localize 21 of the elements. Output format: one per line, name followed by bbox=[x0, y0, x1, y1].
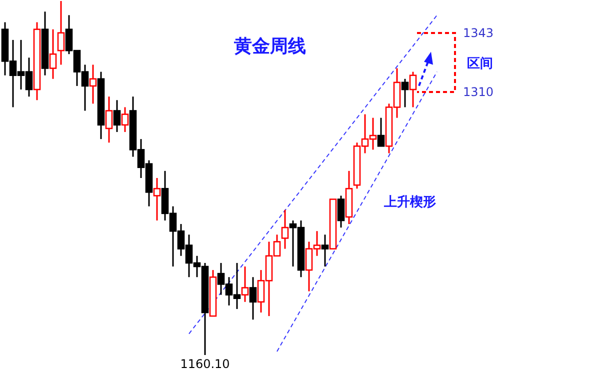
candlestick bbox=[401, 78, 409, 108]
candlestick bbox=[249, 276, 257, 320]
text: 1310 bbox=[463, 85, 494, 100]
candlestick bbox=[121, 106, 129, 133]
candlestick bbox=[153, 177, 161, 222]
candlestick bbox=[281, 209, 289, 250]
candlestick bbox=[113, 99, 121, 133]
candlestick bbox=[409, 71, 417, 108]
candlestick bbox=[241, 266, 249, 303]
candlestick bbox=[377, 117, 385, 147]
candlestick bbox=[337, 194, 345, 228]
text: 1343 bbox=[463, 26, 494, 40]
annotation: 上升楔形 bbox=[383, 194, 436, 210]
text: 黄金周线 bbox=[233, 36, 306, 57]
text: 1160.10 bbox=[180, 357, 230, 370]
candlestick bbox=[105, 96, 113, 144]
candlestick bbox=[89, 64, 97, 104]
candlestick bbox=[57, 0, 65, 66]
candlestick bbox=[49, 28, 57, 80]
text: 区间 bbox=[467, 56, 493, 72]
candlestick bbox=[321, 234, 329, 268]
